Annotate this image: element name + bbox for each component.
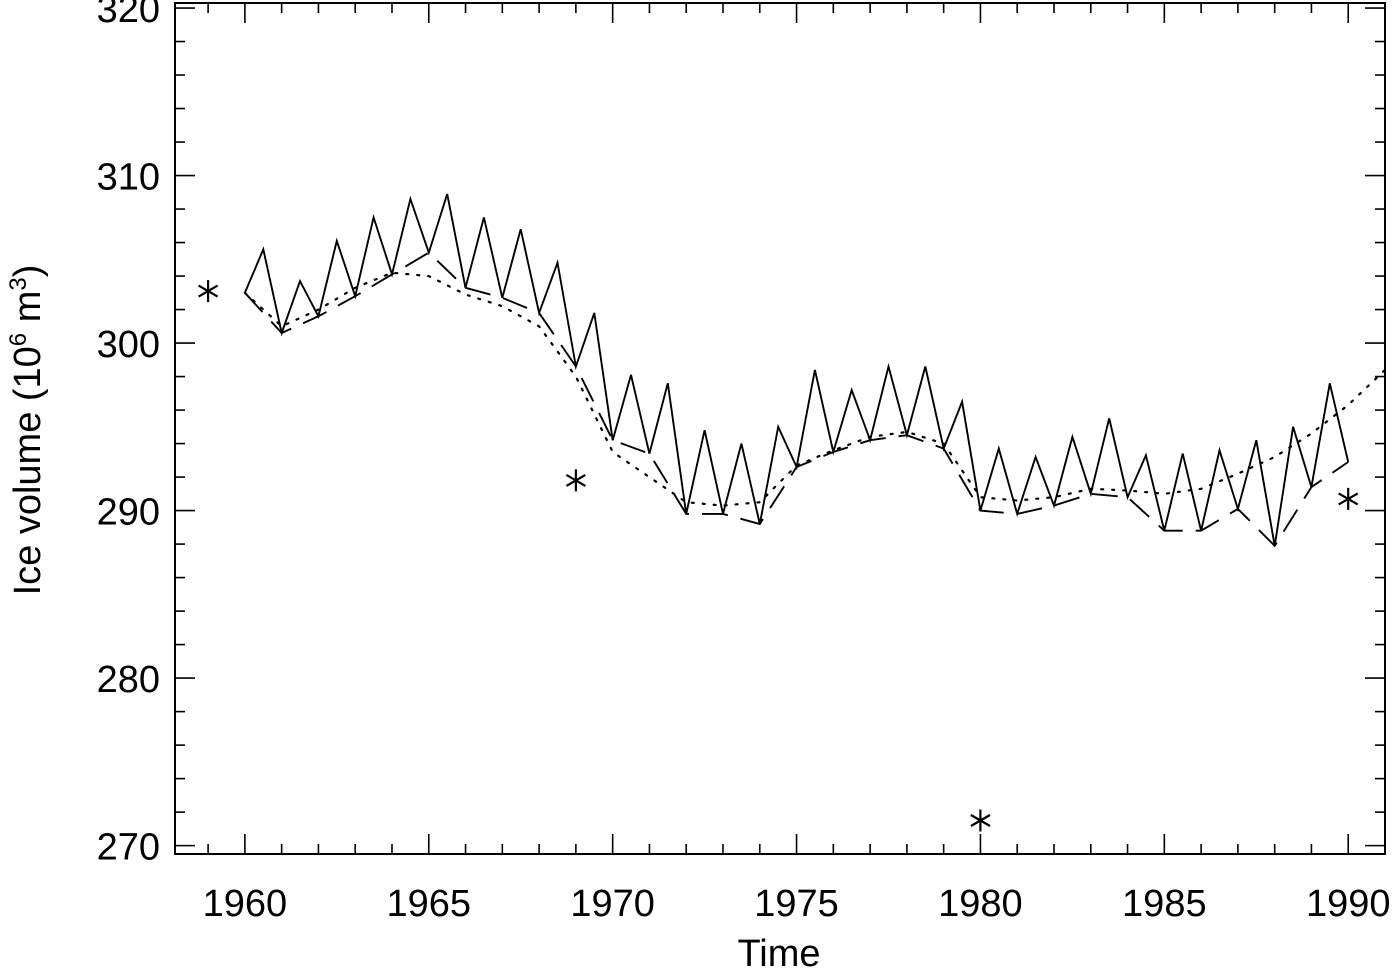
asterisk-marker	[1338, 487, 1359, 510]
x-tick-label: 1990	[1306, 883, 1391, 925]
x-tick-label: 1970	[570, 883, 655, 925]
y-axis-title: Ice volume (106 m3)	[5, 265, 49, 596]
asterisk-marker	[198, 280, 219, 303]
x-axis-title: Time	[737, 933, 820, 971]
plot-frame	[174, 2, 1386, 855]
observation-markers	[198, 280, 1359, 832]
x-tick-label: 1975	[754, 883, 839, 925]
asterisk-marker	[970, 809, 991, 832]
series-line-solid	[244, 193, 1350, 546]
x-tick-label: 1980	[938, 883, 1023, 925]
y-tick-label: 290	[97, 492, 160, 534]
series-line-dashed	[244, 251, 1349, 548]
asterisk-marker	[565, 469, 586, 492]
y-tick-label: 310	[97, 157, 160, 199]
x-tick-label: 1960	[203, 883, 288, 925]
y-tick-label: 280	[97, 659, 160, 701]
y-tick-label: 300	[97, 324, 160, 366]
plot-axes: 1960 1965 1970 1975 1980 1985 1990 270 280 290 300…	[97, 0, 1391, 925]
series-layer	[243, 193, 1387, 548]
x-tick-label: 1965	[386, 883, 471, 925]
x-tick-label: 1985	[1122, 883, 1207, 925]
y-tick-label: 270	[97, 827, 160, 869]
y-tick-label: 320	[97, 0, 160, 31]
